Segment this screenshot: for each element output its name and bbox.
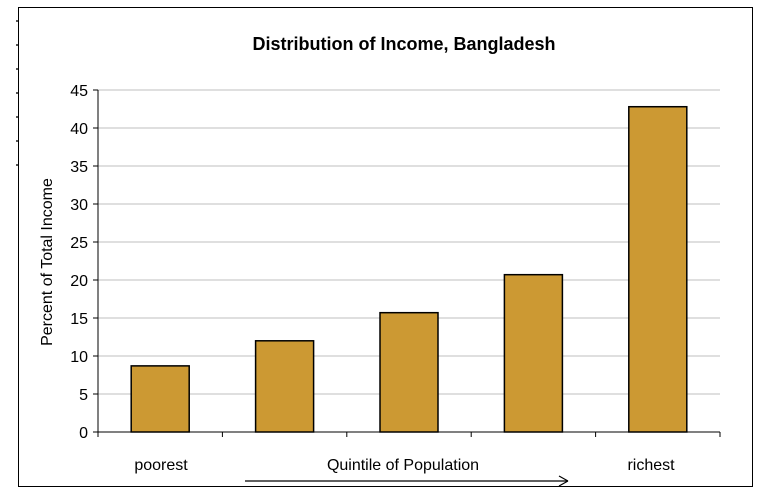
y-tick-label: 10: [70, 349, 88, 366]
direction-arrow: [245, 475, 569, 487]
chart-title: Distribution of Income, Bangladesh: [252, 34, 555, 54]
y-tick-label: 5: [79, 387, 88, 404]
left-edge-marks: [16, 20, 18, 166]
y-tick-label: 15: [70, 311, 88, 328]
y-tick-label: 25: [70, 235, 88, 252]
bars: [130, 105, 688, 433]
x-axis-label: Quintile of Population: [327, 457, 479, 474]
bar: [503, 273, 564, 433]
y-tick-label: 30: [70, 197, 88, 214]
y-tick-labels: 0 5 10 15 20 25 30 35 40 45: [70, 83, 88, 442]
y-tick-label: 35: [70, 159, 88, 176]
x-label-richest: richest: [627, 457, 675, 474]
y-tick-label: 0: [79, 425, 88, 442]
y-tick-label: 20: [70, 273, 88, 290]
bar: [379, 311, 439, 433]
axes: [93, 89, 721, 437]
gridlines: [98, 89, 720, 395]
bar: [254, 340, 315, 433]
y-tick-label: 45: [70, 83, 88, 100]
x-label-poorest: poorest: [134, 457, 188, 474]
y-tick-label: 40: [70, 121, 88, 138]
bar: [628, 105, 688, 433]
y-axis-label: Percent of Total Income: [39, 178, 56, 346]
bar: [130, 365, 190, 433]
